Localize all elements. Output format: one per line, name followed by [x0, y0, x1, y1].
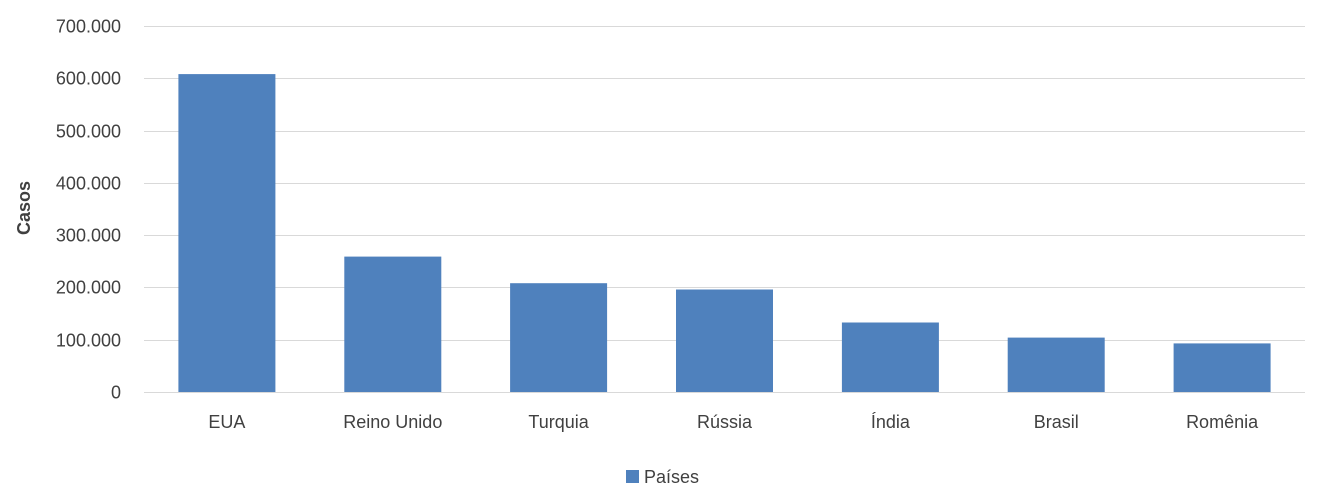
bars	[178, 74, 1271, 392]
bar	[1173, 343, 1271, 392]
y-tick-label: 700.000	[56, 17, 121, 37]
legend-label: Países	[644, 467, 699, 484]
bar	[841, 322, 939, 392]
x-category-label: Rússia	[697, 412, 753, 432]
x-category-label: Romênia	[1186, 412, 1259, 432]
y-tick-label: 100.000	[56, 331, 121, 351]
x-category-label: Brasil	[1034, 412, 1079, 432]
legend-swatch	[626, 470, 639, 483]
gridlines	[144, 26, 1305, 393]
legend: Países	[626, 467, 699, 487]
x-category-label: Turquia	[528, 412, 589, 432]
y-tick-label: 0	[111, 383, 121, 403]
x-category-label: Reino Unido	[343, 412, 442, 432]
y-tick-label: 300.000	[56, 226, 121, 246]
x-category-label: Índia	[871, 412, 911, 432]
bar	[178, 74, 276, 392]
x-axis-labels: EUA Reino Unido Turquia Rússia Índia Brasil Ro…	[208, 412, 1259, 432]
bar	[676, 289, 773, 392]
y-tick-label: 500.000	[56, 122, 121, 142]
bar	[1007, 337, 1105, 392]
y-tick-label: 200.000	[56, 278, 121, 298]
bar	[510, 283, 608, 392]
bar	[344, 256, 442, 392]
y-axis-ticks: 0 100.000 200.000 300.000 400.000 500.000 600.…	[56, 17, 121, 403]
y-axis-title: Casos	[14, 181, 34, 235]
x-category-label: EUA	[208, 412, 245, 432]
y-tick-label: 400.000	[56, 174, 121, 194]
y-tick-label: 600.000	[56, 69, 121, 89]
